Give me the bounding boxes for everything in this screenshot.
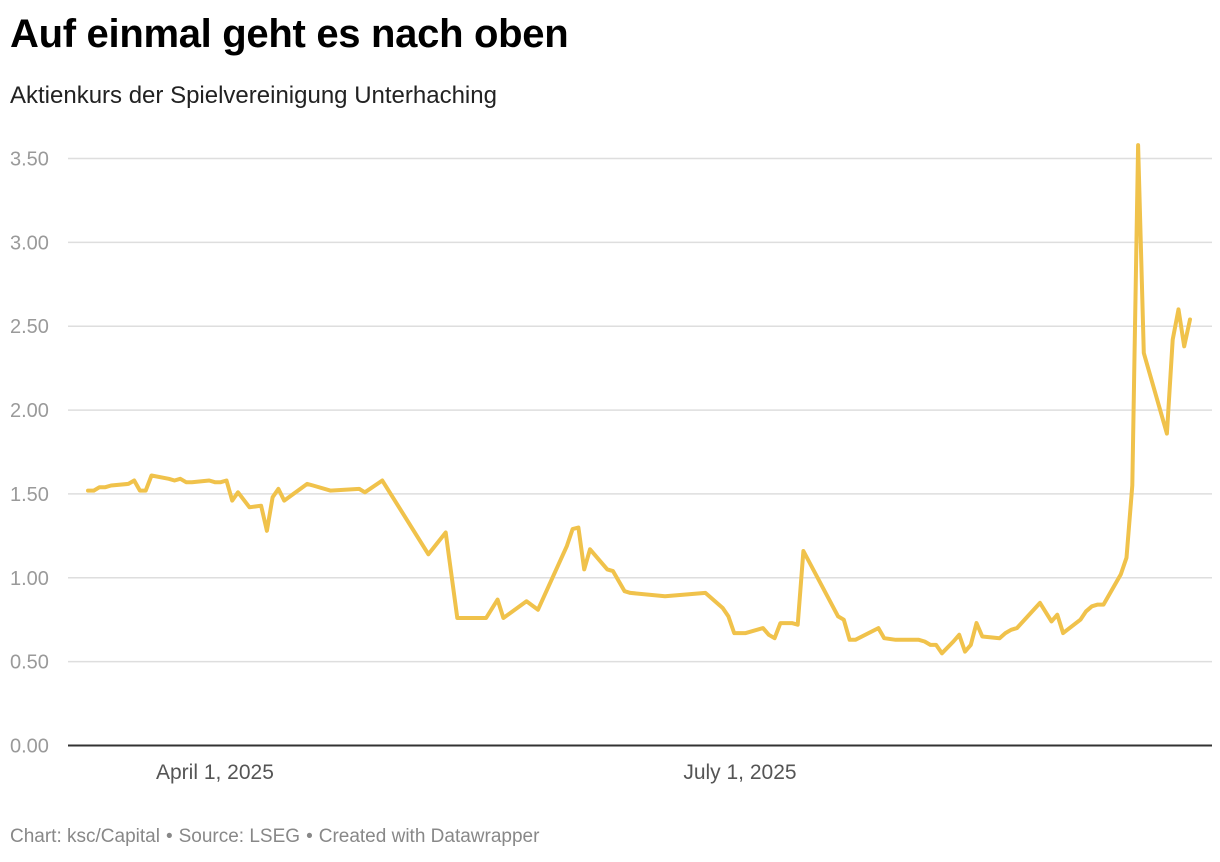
x-tick-label: July 1, 2025 [683,761,796,784]
y-tick-label: 0.00 [10,736,49,758]
footer-source: Source: LSEG [178,826,301,847]
y-tick-label: 1.50 [10,484,49,506]
chart-subtitle: Aktienkurs der Spielvereinigung Unterhac… [10,82,497,109]
footer-tool: Created with Datawrapper [318,826,540,847]
footer-separator: • [306,826,313,847]
x-axis: April 1, 2025 July 1, 2025 [156,761,797,784]
y-tick-label: 2.50 [10,316,49,338]
chart-footer: Chart: ksc/Capital • Source: LSEG • Created … [10,826,539,848]
y-axis: 0.00 0.50 1.00 1.50 2.00 2.50 3.00 3.50 [10,149,49,758]
footer-separator: • [165,826,173,847]
y-tick-label: 1.00 [10,568,49,590]
chart-grid [68,157,1212,747]
y-tick-label: 0.50 [10,652,49,674]
chart-title: Auf einmal geht es nach oben [10,12,569,56]
series-line [86,143,1192,656]
footer-credit: Chart: ksc/Capital [10,826,160,847]
x-tick-label: April 1, 2025 [156,761,274,784]
y-tick-label: 3.00 [10,232,49,254]
y-tick-label: 3.50 [10,149,49,171]
y-tick-label: 2.00 [10,400,49,422]
